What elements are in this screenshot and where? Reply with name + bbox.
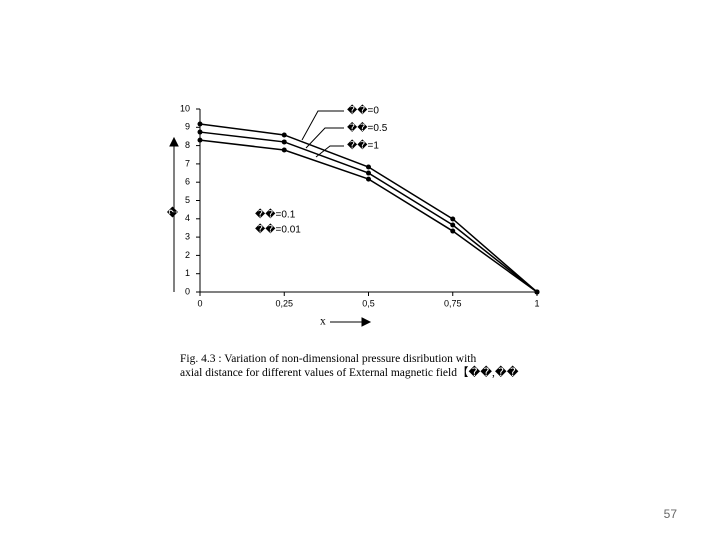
- y-tick-label: 3: [185, 231, 190, 241]
- legend-label: ��=0: [347, 104, 379, 117]
- y-tick-label: 10: [180, 103, 190, 113]
- leader-lines: [169, 110, 372, 327]
- page-number: 57: [664, 507, 678, 521]
- y-tick-label: 1: [185, 268, 190, 278]
- x-tick-label: 0: [197, 298, 202, 308]
- leader-line: [315, 145, 344, 158]
- x-tick-label: 1: [534, 298, 539, 308]
- data-point: [534, 289, 540, 295]
- data-point: [197, 137, 203, 143]
- caption: Fig. 4.3 : Variation of non-dimensional …: [180, 353, 476, 365]
- y-tick-label: 8: [185, 140, 190, 150]
- legend-label: ��=0.5: [347, 121, 388, 134]
- legend-label: ��=1: [347, 139, 379, 152]
- x-arrow-head: [361, 317, 372, 327]
- data-point: [450, 216, 456, 222]
- y-tick-label: 4: [185, 213, 190, 223]
- y-tick-label: 9: [185, 122, 190, 132]
- y-tick-label: 5: [185, 195, 190, 205]
- data-point: [450, 222, 456, 228]
- caption: axial distance for different values of E…: [180, 365, 520, 379]
- y-tick-label: 6: [185, 177, 190, 187]
- y-tick-label: 2: [185, 250, 190, 260]
- y-tick-label: 7: [185, 158, 190, 168]
- x-tick-label: 0,75: [444, 298, 462, 308]
- data-point: [281, 132, 287, 138]
- data-point: [366, 170, 371, 176]
- y-axis-label: �: [166, 206, 180, 218]
- x-tick-label: 0,5: [362, 298, 375, 308]
- leader-line: [301, 110, 344, 141]
- series-line: [199, 131, 538, 293]
- annotation: ��=0.1: [255, 208, 296, 221]
- data-point: [281, 139, 287, 145]
- data-point: [366, 176, 371, 182]
- x-axis-label: x: [320, 316, 326, 328]
- data-point: [197, 129, 203, 135]
- series-line: [199, 139, 538, 293]
- x-tick-label: 0,25: [275, 298, 293, 308]
- data-point: [197, 121, 203, 127]
- data-point: [281, 147, 287, 153]
- y-arrow-head: [169, 136, 179, 147]
- data-point: [450, 228, 456, 234]
- data-point: [366, 164, 371, 170]
- y-tick-label: 0: [185, 286, 190, 296]
- annotation: ��=0.01: [255, 223, 301, 236]
- leader-line: [305, 127, 344, 149]
